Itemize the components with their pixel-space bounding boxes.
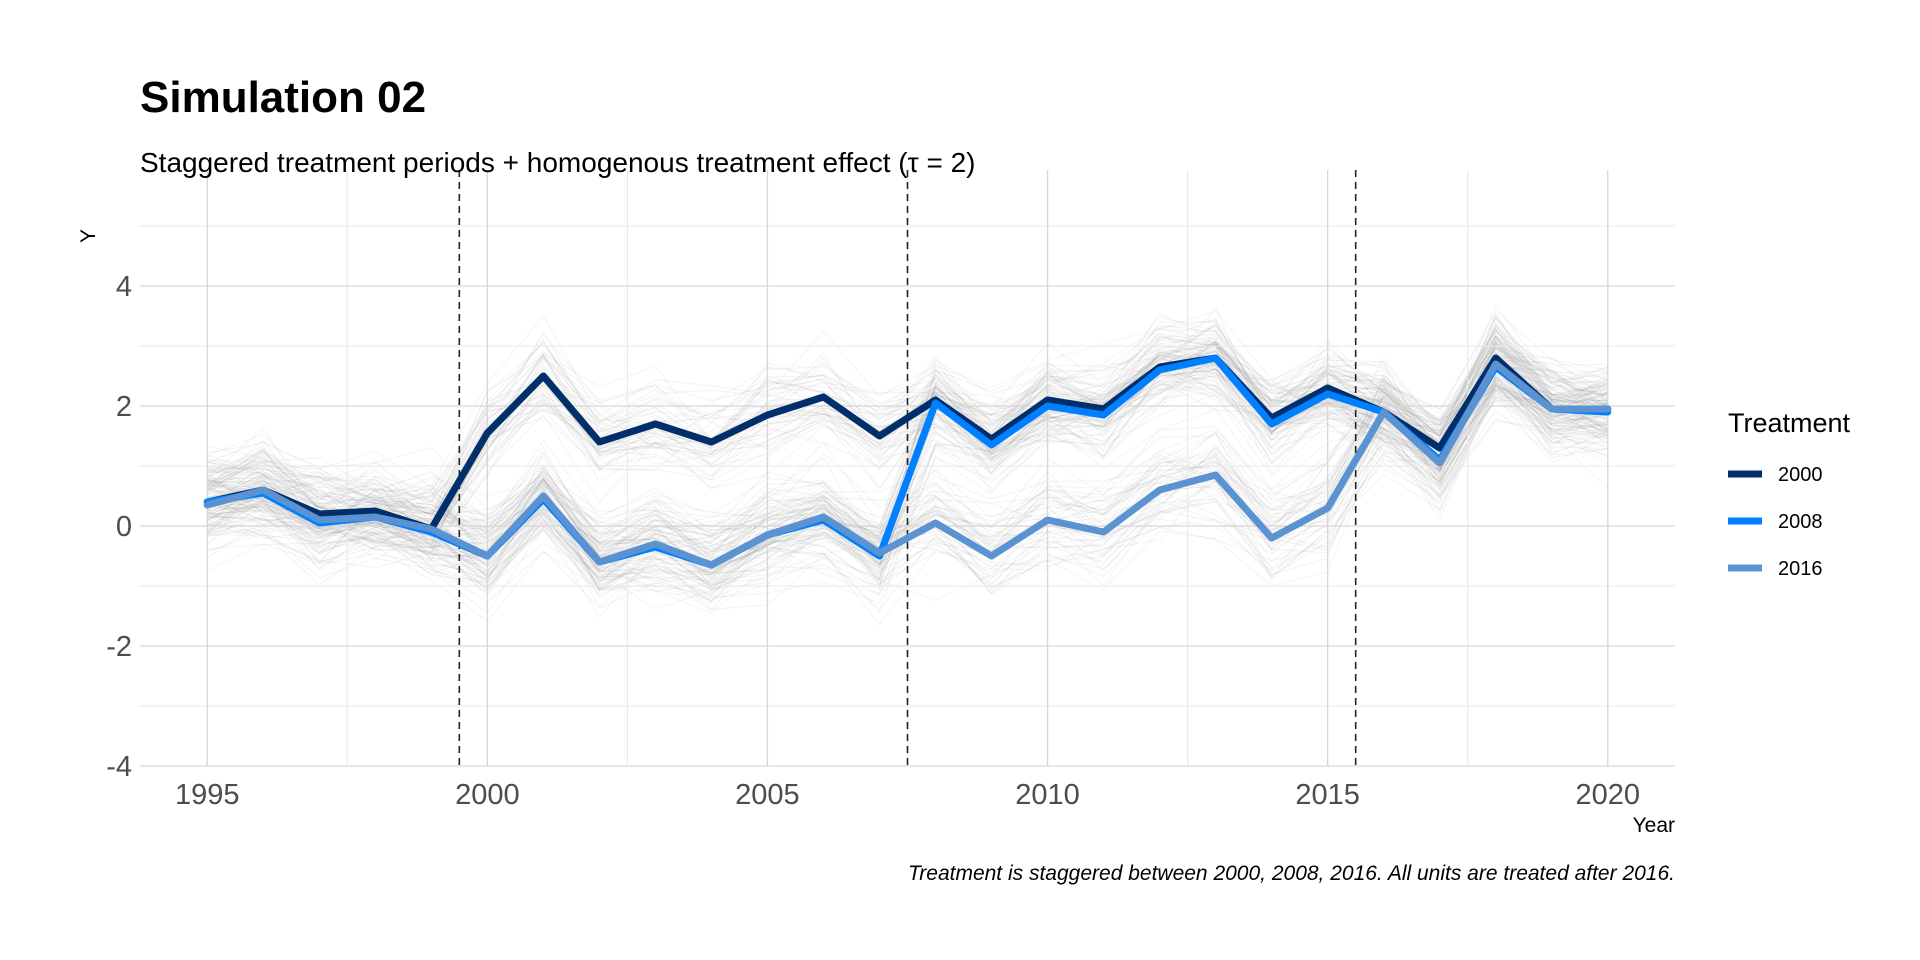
chart-title: Simulation 02 (140, 73, 426, 122)
y-axis-label: Y (77, 229, 100, 243)
treatment-period-lines (458, 170, 1357, 766)
y-tick-label: 4 (116, 271, 132, 303)
x-axis-ticks: 1995 2000 2005 2010 2015 2020 (175, 779, 1640, 811)
series-lines (203, 354, 1612, 569)
legend-label-2008: 2008 (1778, 511, 1823, 533)
y-axis-ticks: -4 -2 0 2 4 (106, 271, 132, 783)
chart-subtitle: Staggered treatment periods + homogenous… (140, 147, 975, 178)
x-axis-label: Year (1633, 814, 1675, 837)
x-tick-label: 2005 (735, 779, 800, 811)
y-tick-label: 0 (116, 511, 132, 543)
legend: Treatment 2000 2008 2016 (1728, 408, 1851, 580)
x-tick-label: 2000 (455, 779, 520, 811)
legend-title: Treatment (1728, 408, 1851, 438)
grid (140, 170, 1675, 767)
legend-label-2016: 2016 (1778, 558, 1823, 580)
y-tick-label: -2 (106, 631, 132, 663)
chart-caption: Treatment is staggered between 2000, 200… (908, 862, 1675, 885)
x-tick-label: 2020 (1576, 779, 1641, 811)
x-tick-label: 2010 (1015, 779, 1080, 811)
x-tick-label: 2015 (1295, 779, 1360, 811)
x-tick-label: 1995 (175, 779, 240, 811)
y-tick-label: -4 (106, 751, 132, 783)
y-tick-label: 2 (116, 391, 132, 423)
series-line-2016 (203, 360, 1612, 569)
legend-label-2000: 2000 (1778, 464, 1823, 486)
